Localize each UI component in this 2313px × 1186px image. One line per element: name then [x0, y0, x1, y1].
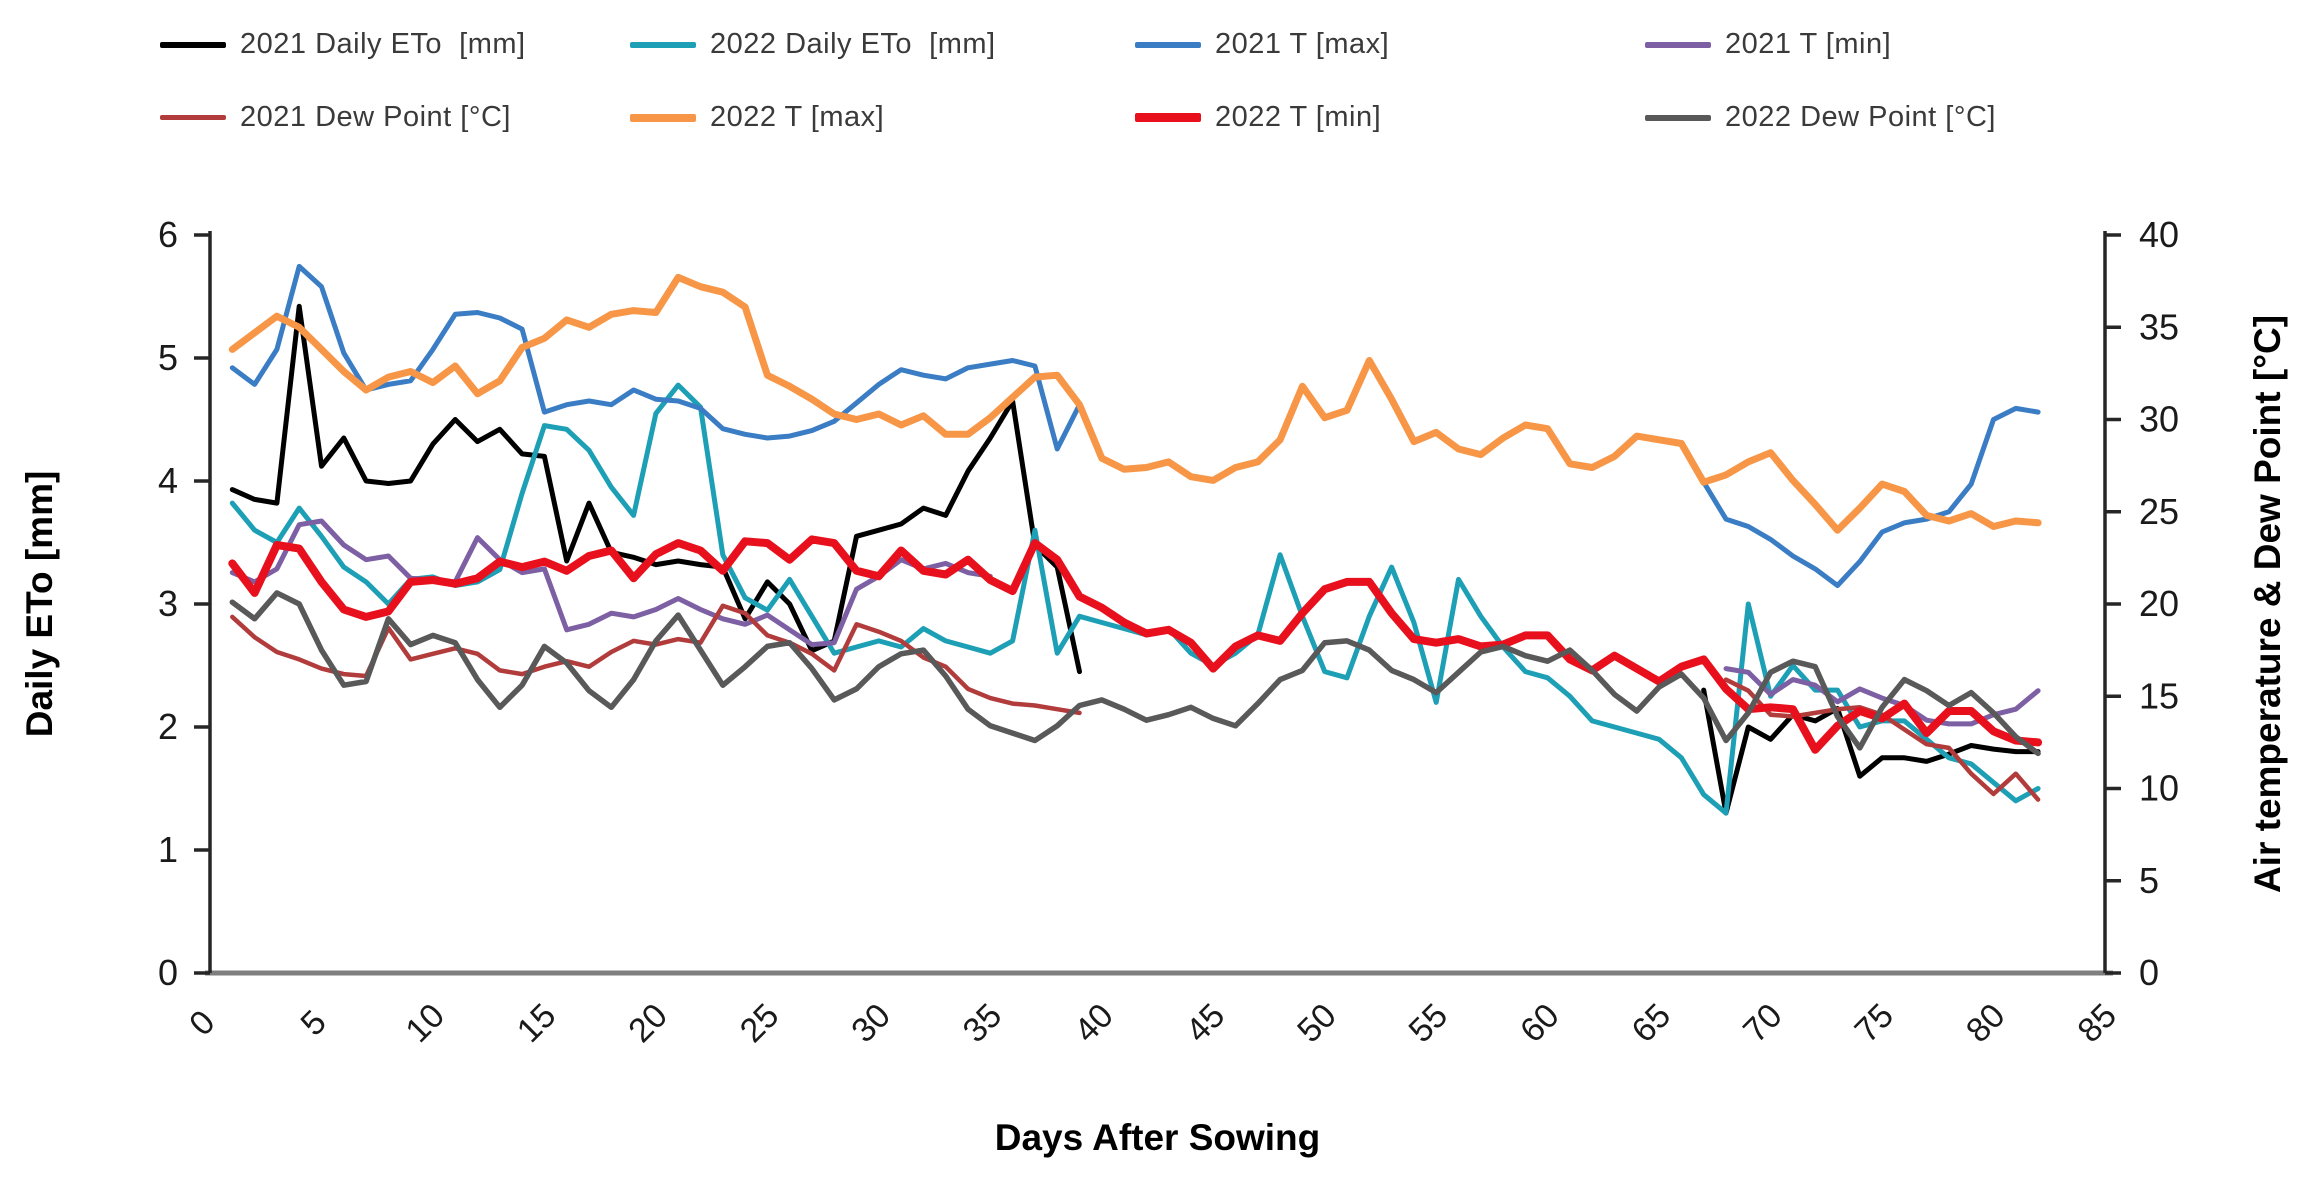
x-tick-label: 10	[398, 996, 452, 1050]
legend-label: 2021 T [max]	[1215, 28, 1390, 60]
x-tick-label: 75	[1847, 996, 1901, 1050]
y-right-tick-label: 20	[2139, 583, 2179, 624]
series-1	[229, 382, 2041, 816]
legend-line-swatch	[1645, 41, 1711, 48]
legend-item-2021-eto: 2021 Daily ETo [mm]	[160, 28, 630, 61]
x-tick-label: 60	[1513, 996, 1567, 1050]
x-tick-label: 50	[1290, 996, 1344, 1050]
legend-label: 2022 Daily ETo [mm]	[710, 28, 996, 60]
series-2	[229, 263, 2041, 588]
legend-line-swatch	[1135, 113, 1201, 122]
y-left-tick-label: 1	[158, 829, 178, 870]
legend-line-swatch	[630, 41, 696, 48]
x-tick-label: 80	[1959, 996, 2013, 1050]
y-right-axis-title: Air temperature & Dew Point [°C]	[2247, 315, 2288, 893]
y-right-tick-label: 35	[2139, 306, 2179, 347]
legend-item-2021-tmax: 2021 T [max]	[1135, 28, 1645, 61]
x-tick-label: 70	[1736, 996, 1790, 1050]
y-left-tick-label: 4	[158, 460, 178, 501]
x-tick-label: 30	[844, 996, 898, 1050]
x-tick-label: 40	[1067, 996, 1121, 1050]
x-tick-label: 15	[510, 996, 564, 1050]
y-right-tick-label: 15	[2139, 675, 2179, 716]
x-tick-label: 45	[1179, 996, 1233, 1050]
chart-legend: 2021 Daily ETo [mm] 2022 Daily ETo [mm] …	[160, 28, 2220, 134]
y-left-tick-label: 3	[158, 583, 178, 624]
legend-label: 2022 Dew Point [°C]	[1725, 101, 1996, 133]
series-6	[228, 535, 2043, 754]
legend-label: 2022 T [min]	[1215, 101, 1382, 133]
y-left-tick-label: 0	[158, 952, 178, 993]
legend-label: 2021 Daily ETo [mm]	[240, 28, 526, 60]
x-tick-label: 0	[182, 1003, 222, 1043]
series-0	[229, 303, 2041, 816]
x-tick-label: 5	[294, 1003, 334, 1043]
legend-item-2022-tmax: 2022 T [max]	[630, 101, 1135, 134]
y-right-tick-label: 0	[2139, 952, 2159, 993]
x-tick-label: 25	[733, 996, 787, 1050]
legend-item-2022-eto: 2022 Daily ETo [mm]	[630, 28, 1135, 61]
y-left-axis-title: Daily ETo [mm]	[19, 471, 60, 738]
legend-line-swatch	[1645, 114, 1711, 121]
legend-item-2022-tmin: 2022 T [min]	[1135, 101, 1645, 134]
series-7	[229, 590, 2041, 757]
y-right-tick-label: 25	[2139, 491, 2179, 532]
x-tick-label: 55	[1402, 996, 1456, 1050]
x-axis-title: Days After Sowing	[995, 1117, 1321, 1158]
y-right-tick-label: 30	[2139, 399, 2179, 440]
legend-line-swatch	[1135, 41, 1201, 48]
legend-line-swatch	[630, 113, 696, 122]
y-right-tick-label: 40	[2139, 214, 2179, 255]
y-left-tick-label: 5	[158, 337, 178, 378]
x-tick-label: 20	[621, 996, 675, 1050]
legend-line-swatch	[160, 115, 226, 120]
legend-label: 2022 T [max]	[710, 101, 885, 133]
x-tick-label: 85	[2070, 996, 2124, 1050]
y-right-tick-label: 10	[2139, 768, 2179, 809]
y-right-tick-label: 5	[2139, 860, 2159, 901]
legend-label: 2021 T [min]	[1725, 28, 1892, 60]
series-3	[229, 518, 2041, 727]
y-left-tick-label: 2	[158, 706, 178, 747]
y-left-tick-label: 6	[158, 214, 178, 255]
x-tick-label: 35	[956, 996, 1010, 1050]
legend-item-2021-tmin: 2021 T [min]	[1645, 28, 2165, 61]
legend-item-2021-dew: 2021 Dew Point [°C]	[160, 101, 630, 134]
legend-label: 2021 Dew Point [°C]	[240, 101, 511, 133]
legend-item-2022-dew: 2022 Dew Point [°C]	[1645, 101, 2165, 134]
legend-line-swatch	[160, 41, 226, 48]
series-5	[228, 273, 2042, 534]
x-tick-label: 65	[1625, 996, 1679, 1050]
